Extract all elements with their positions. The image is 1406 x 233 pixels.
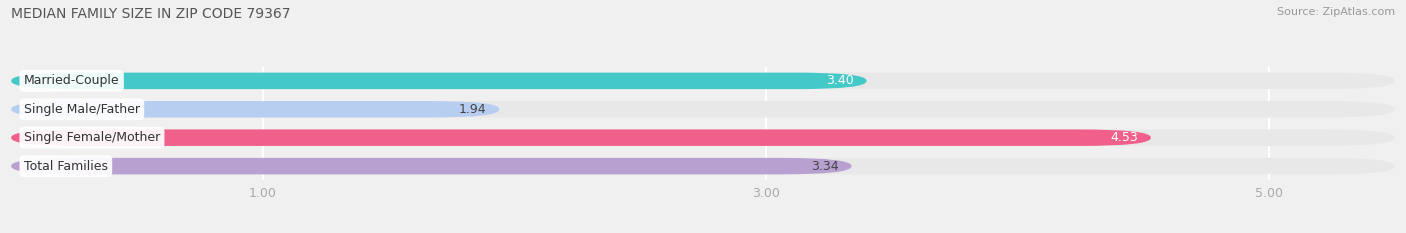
FancyBboxPatch shape — [11, 130, 1395, 146]
Text: Single Female/Mother: Single Female/Mother — [24, 131, 160, 144]
Text: 3.40: 3.40 — [827, 74, 853, 87]
Text: MEDIAN FAMILY SIZE IN ZIP CODE 79367: MEDIAN FAMILY SIZE IN ZIP CODE 79367 — [11, 7, 291, 21]
Text: 4.53: 4.53 — [1111, 131, 1139, 144]
FancyBboxPatch shape — [11, 158, 852, 174]
Text: Married-Couple: Married-Couple — [24, 74, 120, 87]
FancyBboxPatch shape — [11, 73, 866, 89]
FancyBboxPatch shape — [11, 73, 1395, 89]
FancyBboxPatch shape — [11, 130, 1150, 146]
Text: Single Male/Father: Single Male/Father — [24, 103, 139, 116]
FancyBboxPatch shape — [11, 101, 1395, 117]
FancyBboxPatch shape — [11, 101, 499, 117]
Text: Source: ZipAtlas.com: Source: ZipAtlas.com — [1277, 7, 1395, 17]
Text: Total Families: Total Families — [24, 160, 108, 173]
Text: 3.34: 3.34 — [811, 160, 839, 173]
Text: 1.94: 1.94 — [458, 103, 486, 116]
FancyBboxPatch shape — [11, 158, 1395, 174]
